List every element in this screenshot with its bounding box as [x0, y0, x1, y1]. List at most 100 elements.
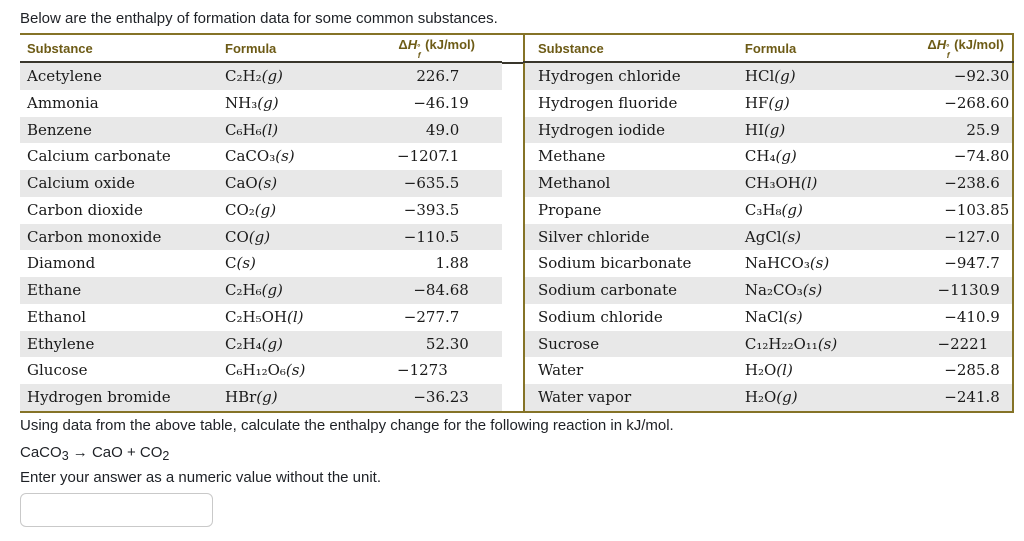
state-text: (s) [809, 254, 830, 273]
enthalpy-tables: Substance Formula ΔH ° f (kJ/mol) Acetylen… [20, 33, 1014, 413]
formula-text: HCl [744, 67, 775, 85]
formula-text: H₂O [744, 361, 777, 380]
formula-cell: CO(g) [225, 224, 360, 251]
dh-header: ΔH ° f (kJ/mol) [895, 35, 1013, 63]
formula-cell: NaHCO₃(s) [745, 250, 896, 277]
dh-value-cell: −2221 [937, 334, 989, 353]
dh-value-cell: −393.5 [403, 200, 460, 219]
table-row: Hydrogen fluoride HF(g) −268.60 [524, 90, 1013, 117]
state-text: (s) [275, 147, 295, 166]
formula-cell: CH₄(g) [745, 143, 896, 170]
dh-value-cell: 25.9 [966, 120, 1000, 139]
reaction-part: CaCO [20, 443, 62, 461]
formula-cell: Na₂CO₃(s) [745, 277, 896, 304]
reaction-part: → CaO + CO [68, 443, 163, 461]
dh-value-cell: −127.0 [944, 227, 1000, 246]
dh-value-cell: −1130.9 [937, 281, 1000, 299]
formula-text: CH₄ [744, 147, 776, 166]
dh-value-cell: 1.88 [435, 254, 469, 273]
table-row: Ethylene C₂H₄(g) 52.30 [20, 330, 502, 358]
dh-value-cell: −410.9 [944, 307, 1000, 326]
table-row: Calcium carbonate CaCO₃(s) −1207.1 [20, 143, 502, 170]
state-text: (s) [783, 307, 803, 326]
dh-value-cell: −110.5 [403, 227, 460, 246]
formula-text: AgCl [744, 227, 782, 246]
substance-cell: Sodium chloride [538, 307, 663, 326]
formula-cell: C(s) [225, 250, 360, 277]
substance-cell: Carbon dioxide [27, 200, 143, 219]
substance-cell: Acetylene [27, 67, 102, 85]
dh-value-cell: −1207.1 [397, 147, 460, 166]
state-text: (l) [776, 361, 793, 380]
formula-text: Na₂CO₃ [744, 281, 803, 299]
dh-value-cell: −84.68 [413, 281, 469, 299]
table-row: Propane C₃H₈(g) −103.85 [524, 197, 1013, 224]
table-row: Water H₂O(l) −285.8 [524, 357, 1013, 384]
substance-cell: Sucrose [538, 334, 600, 353]
dh-value-cell: −92.30 [953, 67, 1010, 85]
dh-value-cell: −46.19 [413, 93, 469, 112]
dh-value-cell: −238.6 [944, 174, 1000, 192]
formula-cell: H₂O(g) [745, 384, 896, 411]
formula-text: HI [744, 120, 764, 139]
table-row: Hydrogen bromide HBr(g) −36.23 [20, 384, 502, 411]
table-row: Calcium oxide CaO(s) −635.5 [20, 170, 502, 197]
formula-cell: C₃H₈(g) [745, 197, 896, 224]
state-text: (g) [254, 200, 277, 219]
table-row: Water vapor H₂O(g) −241.8 [524, 384, 1013, 411]
substance-cell: Ethane [27, 281, 82, 299]
substance-cell: Calcium oxide [27, 174, 135, 192]
substance-cell: Ethanol [27, 307, 87, 326]
formula-cell: NaCl(s) [745, 304, 896, 331]
state-text: (l) [800, 174, 818, 192]
intro-text: Below are the enthalpy of formation data… [20, 10, 498, 27]
formula-cell: C₂H₄(g) [225, 331, 360, 358]
dh-value-cell: −103.85 [944, 200, 1010, 219]
substance-cell: Sodium bicarbonate [538, 254, 692, 273]
formula-text: C₃H₈ [744, 200, 782, 219]
table-row: Benzene C₆H₆(l) 49.0 [20, 116, 502, 144]
state-text: (g) [261, 281, 283, 299]
answer-instruction: Enter your answer as a numeric value wit… [20, 468, 382, 486]
dh-unit: (kJ/mol) [954, 36, 1004, 52]
substance-cell: Hydrogen bromide [27, 388, 171, 406]
enthalpy-table-right: Substance Formula ΔH ° f (kJ/mol) Hydrogen… [523, 35, 1014, 411]
table-row: Ethanol C₂H₅OH(l) −277.7 [20, 304, 502, 331]
formula-text: C₁₂H₂₂O₁₁ [744, 334, 818, 353]
table-row: Sodium carbonate Na₂CO₃(s) −1130.9 [524, 277, 1013, 304]
formula-cell: HI(g) [745, 117, 896, 144]
formula-text: C₆H₆ [225, 120, 262, 139]
formula-cell: C₁₂H₂₂O₁₁(s) [745, 331, 896, 358]
substance-cell: Diamond [27, 254, 96, 273]
table-row: Methane CH₄(g) −74.80 [524, 143, 1013, 170]
substance-cell: Sodium carbonate [538, 281, 678, 299]
state-text: (g) [781, 200, 803, 219]
substance-cell: Propane [538, 200, 602, 219]
table-row: Hydrogen chloride HCl(g) −92.30 [524, 62, 1013, 90]
reaction-equation: CaCO3 → CaO + CO2 [20, 443, 1024, 464]
table-row: Acetylene C₂H₂(g) 226.7 [20, 62, 502, 90]
state-text: (g) [256, 388, 278, 406]
formula-text: HBr [225, 388, 257, 406]
formula-cell: H₂O(l) [745, 357, 896, 384]
formula-cell: AgCl(s) [745, 224, 896, 251]
state-text: (g) [261, 67, 283, 85]
state-text: (s) [802, 281, 823, 299]
dh-value-cell: −74.80 [953, 147, 1010, 166]
formula-text: HF [744, 93, 769, 112]
answer-input[interactable] [20, 492, 213, 527]
enthalpy-table-left: Substance Formula ΔH ° f (kJ/mol) Acetylen… [20, 35, 502, 411]
formula-text: H₂O [744, 388, 777, 406]
formula-cell: C₂H₂(g) [225, 62, 360, 90]
substance-cell: Hydrogen fluoride [538, 93, 678, 112]
dh-value-cell: −268.60 [944, 93, 1010, 112]
substance-cell: Hydrogen iodide [538, 120, 665, 139]
formula-cell: C₆H₁₂O₆(s) [225, 357, 360, 384]
formula-cell: CO₂(g) [225, 197, 360, 224]
formula-text: C₂H₂ [225, 67, 262, 85]
table-row: Sodium bicarbonate NaHCO₃(s) −947.7 [524, 250, 1013, 277]
formula-text: CH₃OH [744, 174, 801, 192]
dh-value-cell: 226.7 [416, 67, 460, 85]
formula-header: Formula [225, 35, 360, 63]
table-divider-gap [502, 35, 523, 411]
